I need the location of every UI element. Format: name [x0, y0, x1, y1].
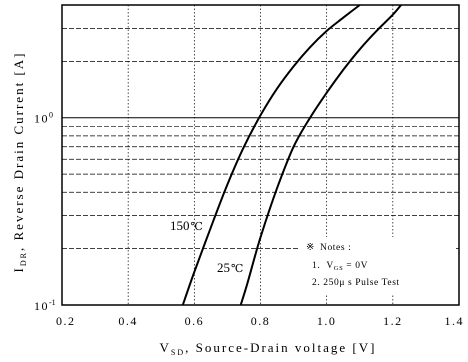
x-tick-label: 0.4: [118, 314, 138, 328]
plot-frame: [61, 4, 460, 306]
x-tick-label: 1.2: [383, 314, 403, 328]
y-tick-label: 10-1: [34, 298, 56, 313]
x-tick-label: 1.0: [317, 314, 337, 328]
y-tick-label: 100: [34, 111, 53, 126]
y-axis-title: IDR, Reverse Drain Current [A]: [11, 52, 28, 273]
x-tick-label: 0.8: [251, 314, 271, 328]
x-axis-title: VSD, Source-Drain voltage [V]: [160, 340, 377, 357]
notes-background: [300, 237, 456, 295]
x-tick-label: 0.6: [185, 314, 205, 328]
note-line-2: 2. 250μ s Pulse Test: [312, 278, 400, 288]
note-line-1: 1. VGS = 0V: [312, 261, 368, 272]
notes-box: ※ Notes : 1. VGS = 0V 2. 250μ s Pulse Tes…: [300, 237, 456, 295]
notes-title: Notes :: [320, 243, 351, 253]
note-mark-icon: ※: [306, 242, 314, 253]
x-tick-label: 0.2: [56, 314, 76, 328]
data-curves: [181, 4, 402, 306]
series-label-25c: 25℃: [217, 260, 243, 275]
series-line-150c: [181, 4, 361, 306]
x-tick-label: 1.4: [445, 314, 465, 328]
x-tick-labels: 0.2 0.4 0.6 0.8 1.0 1.2 1.4: [56, 314, 465, 328]
grid-lines: [62, 5, 459, 305]
series-label-150c: 150℃: [170, 218, 203, 233]
y-tick-labels: 10-1 100: [34, 111, 56, 313]
series-line-25c: [239, 4, 402, 306]
